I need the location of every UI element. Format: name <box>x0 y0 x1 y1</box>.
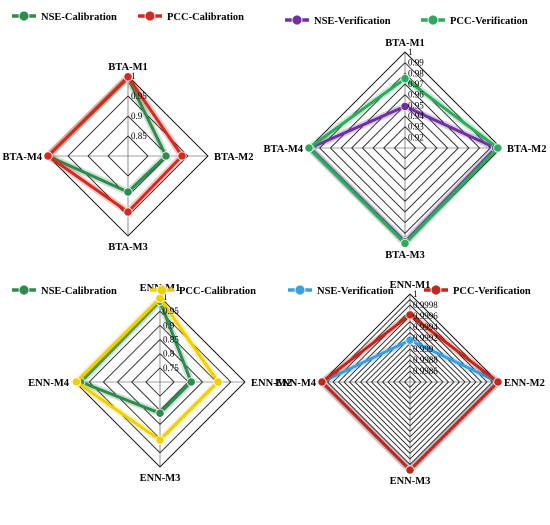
data-point <box>405 465 415 475</box>
legend-swatch-marker <box>291 14 303 26</box>
tick-label: 0.9986 <box>413 366 438 376</box>
axis-label: BTA-M1 <box>385 38 424 49</box>
tick-label: 0.9 <box>131 111 143 121</box>
tick-label: 0.9996 <box>413 311 438 321</box>
tick-label: 0.98 <box>408 68 424 78</box>
axis-label: ENN-M2 <box>251 378 292 389</box>
axis-label: BTA-M1 <box>108 62 147 73</box>
tick-label: 0.9 <box>163 320 175 330</box>
radar-panel-4: 0.99860.99880.9990.99920.99940.99960.999… <box>275 280 545 487</box>
tick-label: 1 <box>163 292 168 302</box>
data-point <box>123 207 133 217</box>
legend-label: NSE-Verification <box>317 286 394 297</box>
axis-label: BTA-M2 <box>214 152 253 163</box>
data-point <box>71 377 82 387</box>
axis-label: ENN-M2 <box>504 378 545 389</box>
legend-label: PCC-Calibration <box>179 286 256 297</box>
tick-label: 0.95 <box>131 91 147 101</box>
data-point <box>186 377 196 387</box>
axis-label: BTA-M4 <box>264 144 304 155</box>
data-point <box>177 151 187 161</box>
legend-swatch-marker <box>18 10 30 22</box>
axis-label: BTA-M3 <box>108 242 147 253</box>
tick-label: 0.9988 <box>413 355 438 365</box>
data-point <box>400 101 410 112</box>
legend-swatch-marker <box>430 284 442 296</box>
data-point <box>213 377 223 387</box>
axis-label: ENN-M3 <box>140 473 181 484</box>
legend-label: NSE-Calibration <box>41 12 117 23</box>
data-point <box>493 377 503 387</box>
tick-label: 0.93 <box>408 122 424 132</box>
tick-label: 0.92 <box>408 132 424 142</box>
data-point <box>123 72 133 82</box>
tick-label: 1 <box>408 47 413 57</box>
tick-label: 0.94 <box>408 111 424 121</box>
tick-label: 0.999 <box>413 344 434 354</box>
axis-label: BTA-M4 <box>3 152 43 163</box>
tick-label: 0.8 <box>163 349 175 359</box>
tick-label: 0.85 <box>163 335 179 345</box>
data-point <box>493 143 503 153</box>
radar-panel-3: 0.750.80.850.90.951ENN-M1ENN-M2ENN-M3ENN… <box>12 283 292 484</box>
axis-label: ENN-M4 <box>275 378 317 389</box>
data-point <box>155 408 165 418</box>
tick-label: 0.97 <box>408 79 424 89</box>
legend-label: PCC-Verification <box>450 16 528 27</box>
data-point <box>43 151 53 161</box>
axis-label: ENN-M4 <box>28 378 70 389</box>
data-point <box>405 310 415 320</box>
data-point <box>400 238 410 249</box>
legend-swatch-marker <box>18 284 30 296</box>
axis-label: ENN-M1 <box>390 280 431 291</box>
data-point <box>123 187 133 197</box>
tick-label: 0.95 <box>408 100 424 110</box>
axis-label: ENN-M3 <box>390 476 431 487</box>
legend-swatch-marker <box>427 14 439 26</box>
legend-label: NSE-Calibration <box>41 286 117 297</box>
legend-swatch-marker <box>144 10 156 22</box>
data-point <box>405 335 415 345</box>
data-point <box>400 74 410 84</box>
legend-swatch-marker <box>156 284 168 296</box>
tick-label: 0.9998 <box>413 300 438 310</box>
tick-label: 0.85 <box>131 131 147 141</box>
legend-label: PCC-Verification <box>453 286 531 297</box>
tick-label: 1 <box>413 289 418 299</box>
tick-label: 0.9992 <box>413 333 438 343</box>
tick-label: 0.96 <box>408 90 424 100</box>
axis-label: BTA-M2 <box>507 144 546 155</box>
legend-label: NSE-Verification <box>314 16 391 27</box>
legend-label: PCC-Calibration <box>167 12 244 23</box>
axis-label: BTA-M3 <box>385 250 424 261</box>
tick-label: 0.99 <box>408 58 424 68</box>
data-point <box>317 377 327 387</box>
data-point <box>155 435 165 445</box>
tick-label: 1 <box>131 71 136 81</box>
tick-label: 0.95 <box>163 306 179 316</box>
data-point <box>161 151 171 161</box>
data-point <box>304 143 314 153</box>
tick-label: 0.9994 <box>413 322 438 332</box>
tick-label: 0.75 <box>163 363 179 373</box>
legend-swatch-marker <box>294 284 306 296</box>
